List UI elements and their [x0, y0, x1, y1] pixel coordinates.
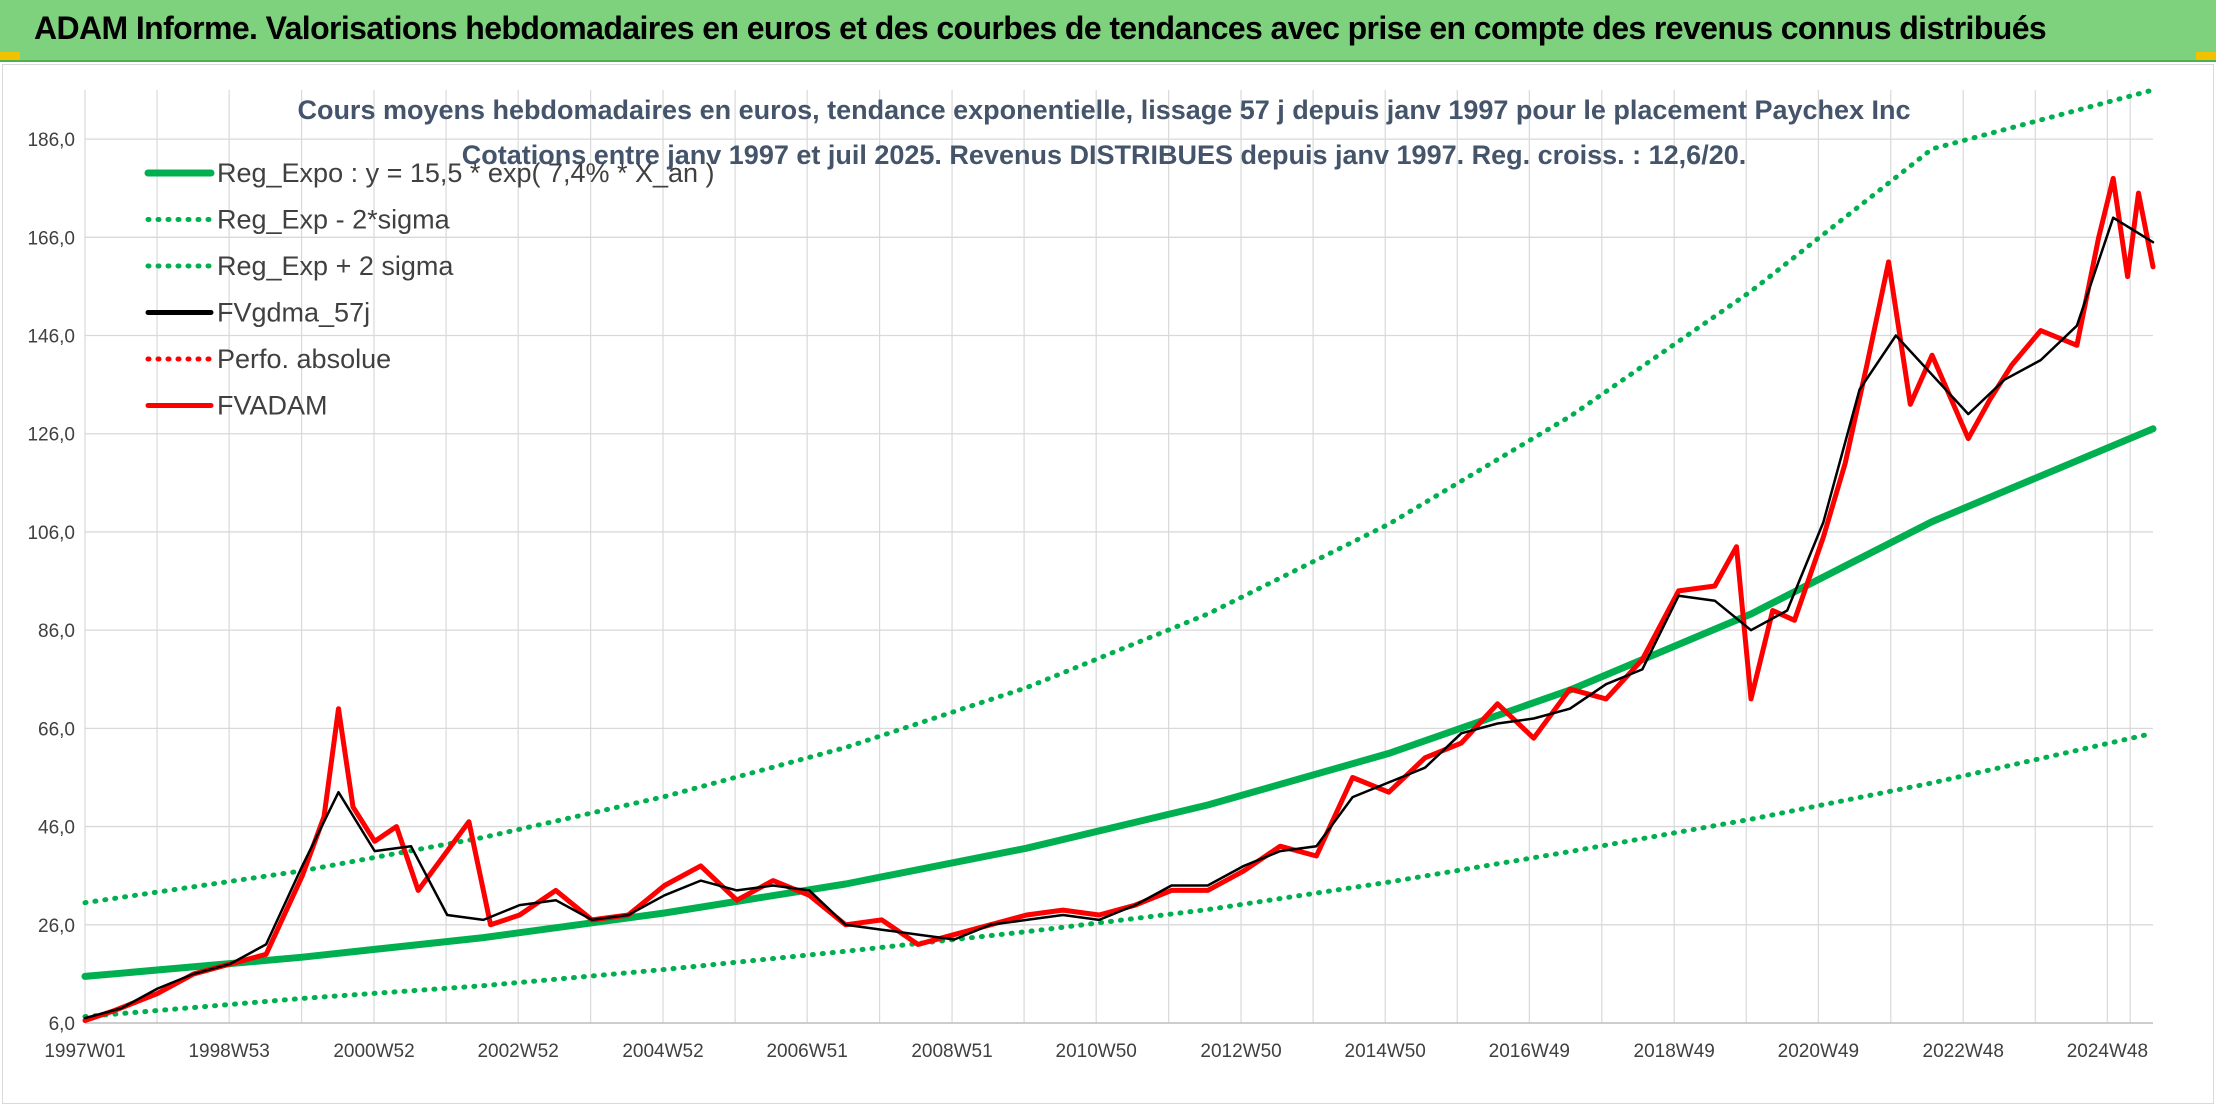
- series-line-1: [82, 730, 2156, 1020]
- x-tick-label: 1997W01: [44, 1041, 125, 1062]
- x-tick-label: 2018W49: [1634, 1041, 1715, 1062]
- chart-series: [81, 87, 2157, 1023]
- x-tick-label: 2014W50: [1345, 1041, 1426, 1062]
- legend-label: Reg_Exp - 2*sigma: [217, 205, 451, 235]
- y-tick-label: 166,0: [27, 228, 75, 249]
- chart-title-line-1: Cours moyens hebdomadaires en euros, ten…: [297, 95, 1910, 125]
- x-tick-label: 1998W53: [188, 1041, 269, 1062]
- y-tick-label: 146,0: [27, 327, 75, 348]
- corner-mark-left: [0, 52, 20, 60]
- axis-tick-labels: 6,0 26,0 46,0 66,0 86,0 106,0 126,0 146,0 166,0 1…: [27, 130, 2148, 1062]
- x-tick-label: 2020W49: [1778, 1041, 1859, 1062]
- x-tick-label: 2024W48: [2067, 1041, 2148, 1062]
- y-tick-label: 26,0: [38, 916, 75, 937]
- chart: Cours moyens hebdomadaires en euros, ten…: [27, 87, 2157, 1062]
- legend-label: FVgdma_57j: [217, 298, 370, 328]
- x-tick-label: 2016W49: [1489, 1041, 1570, 1062]
- y-tick-label: 66,0: [38, 719, 75, 740]
- legend-label: Perfo. absolue: [217, 344, 391, 374]
- legend-label: Reg_Expo : y = 15,5 * exp( 7,4% * X_an ): [217, 158, 715, 188]
- legend-label: Reg_Exp + 2 sigma: [217, 251, 454, 281]
- page-title: ADAM Informe. Valorisations hebdomadaire…: [34, 10, 2047, 46]
- x-tick-label: 2008W51: [911, 1041, 992, 1062]
- x-tick-label: 2022W48: [1923, 1041, 2004, 1062]
- legend-label: FVADAM: [217, 391, 328, 421]
- series-line-0: [81, 425, 2157, 980]
- x-tick-label: 2006W51: [766, 1041, 847, 1062]
- x-tick-label: 2000W52: [333, 1041, 414, 1062]
- x-tick-label: 2004W52: [622, 1041, 703, 1062]
- y-tick-label: 126,0: [27, 425, 75, 446]
- series-line-3: [83, 216, 2155, 1020]
- chart-title-line-2: Cotations entre janv 1997 et juil 2025. …: [462, 140, 1747, 170]
- y-tick-label: 106,0: [27, 523, 75, 544]
- header-bar: ADAM Informe. Valorisations hebdomadaire…: [0, 0, 2216, 62]
- x-tick-label: 2002W52: [477, 1041, 558, 1062]
- x-tick-label: 2012W50: [1200, 1041, 1281, 1062]
- y-tick-label: 46,0: [38, 818, 75, 839]
- y-tick-label: 6,0: [49, 1014, 75, 1035]
- legend: Reg_Expo : y = 15,5 * exp( 7,4% * X_an )…: [144, 158, 715, 421]
- series-line-5: [82, 175, 2156, 1023]
- chart-area: Cours moyens hebdomadaires en euros, ten…: [2, 64, 2214, 1104]
- y-tick-label: 186,0: [27, 130, 75, 151]
- y-tick-label: 86,0: [38, 621, 75, 642]
- corner-mark-right: [2196, 52, 2216, 60]
- x-tick-label: 2010W50: [1056, 1041, 1137, 1062]
- chart-title: Cours moyens hebdomadaires en euros, ten…: [297, 95, 1910, 170]
